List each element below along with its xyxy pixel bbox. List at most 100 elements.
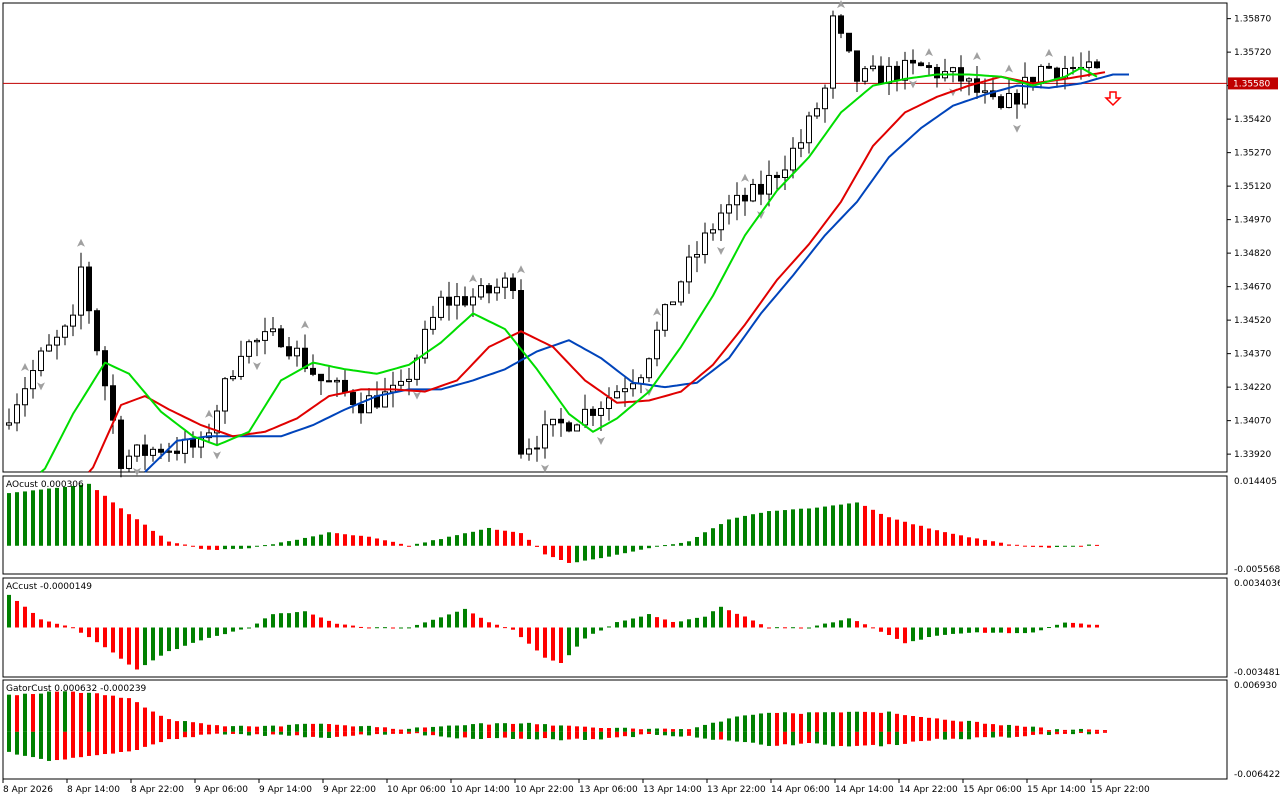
gator-down-bar xyxy=(903,731,907,744)
gator-down-bar xyxy=(519,731,523,739)
histogram-bar xyxy=(247,627,251,629)
gator-up-bar xyxy=(679,729,683,732)
gator-up-bar xyxy=(1063,729,1067,732)
candle-down-body xyxy=(1094,61,1100,69)
gator-down-bar xyxy=(79,731,83,758)
histogram-bar xyxy=(871,627,875,629)
histogram-bar xyxy=(255,623,259,628)
gator-down-bar xyxy=(143,731,147,747)
histogram-bar xyxy=(1031,545,1035,547)
histogram-bar xyxy=(503,627,507,629)
gator-up-bar xyxy=(591,727,595,732)
candle xyxy=(750,178,756,203)
gator-down-bar xyxy=(167,731,171,740)
gator-down-bar xyxy=(935,731,939,739)
candle-down-body xyxy=(774,174,780,178)
candle xyxy=(614,385,620,399)
histogram-bar xyxy=(583,545,587,561)
histogram-bar xyxy=(727,519,731,546)
candle xyxy=(678,280,684,306)
gator-down-bar xyxy=(119,731,123,752)
gator-up-bar xyxy=(359,726,363,732)
gator-down-bar xyxy=(447,731,451,738)
histogram-bar xyxy=(543,627,547,658)
candle-up-body xyxy=(614,391,620,399)
histogram-bar xyxy=(831,505,835,546)
histogram-bar xyxy=(367,627,371,629)
candle-up-body xyxy=(686,256,692,283)
gator-down-bar xyxy=(7,731,11,752)
gator-down-bar xyxy=(695,731,699,738)
gator-down-bar xyxy=(887,731,891,745)
gator-up-bar xyxy=(463,725,467,732)
histogram-bar xyxy=(383,627,387,629)
histogram-bar xyxy=(599,545,603,559)
gator-down-bar xyxy=(863,731,867,746)
gator-up-bar xyxy=(767,712,771,732)
gator-down-bar xyxy=(567,731,571,740)
histogram-bar xyxy=(927,627,931,638)
histogram-bar xyxy=(191,545,195,547)
candle xyxy=(198,431,204,459)
gator-up-bar xyxy=(367,725,371,732)
histogram-bar xyxy=(127,627,131,665)
gator-down-bar xyxy=(759,731,763,745)
histogram-bar xyxy=(71,627,75,629)
histogram-bar xyxy=(447,614,451,628)
fractal-up-icon xyxy=(741,173,749,182)
candle-up-body xyxy=(126,455,132,469)
candle-up-body xyxy=(630,383,636,390)
candle-up-body xyxy=(294,347,300,357)
histogram-bar xyxy=(535,545,539,547)
histogram-bar xyxy=(999,627,1003,633)
gator-down-bar xyxy=(711,731,715,740)
candle-up-body xyxy=(622,388,628,393)
histogram-bar xyxy=(759,512,763,546)
gator-up-bar xyxy=(119,697,123,732)
candle-up-body xyxy=(982,90,988,93)
gator-up-bar xyxy=(871,712,875,732)
gator-down-bar xyxy=(159,731,163,743)
histogram-bar xyxy=(151,530,155,546)
gator-up-bar xyxy=(575,726,579,732)
candle-down-body xyxy=(86,266,92,312)
histogram-bar xyxy=(943,627,947,635)
gator-down-bar xyxy=(639,731,643,735)
gator-up-bar xyxy=(1047,730,1051,732)
gator-up-bar xyxy=(631,728,635,732)
candle xyxy=(710,223,716,241)
gator-up-bar xyxy=(1087,729,1091,732)
gator-down-bar xyxy=(15,731,19,755)
candle-down-body xyxy=(302,347,308,369)
gator-down-bar xyxy=(239,731,243,735)
histogram-bar xyxy=(959,535,963,546)
histogram-bar xyxy=(599,627,603,631)
histogram-bar xyxy=(879,513,883,546)
fractal-up-icon xyxy=(469,274,477,283)
gator-down-bar xyxy=(583,731,587,740)
gator-down-bar xyxy=(703,731,707,739)
gator-down-bar xyxy=(783,731,787,745)
ac-histogram xyxy=(7,594,1099,670)
histogram-bar xyxy=(719,606,723,628)
ao-histogram-label: AOcust 0.000306 xyxy=(6,480,84,490)
gator-down-bar xyxy=(135,731,139,751)
gator-down-bar xyxy=(399,731,403,734)
gator-down-bar xyxy=(807,731,811,744)
histogram-bar xyxy=(135,519,139,546)
gator-up-bar xyxy=(615,727,619,732)
histogram-bar xyxy=(327,532,331,546)
gator-down-bar xyxy=(39,731,43,759)
gator-up-bar xyxy=(479,723,483,732)
candle-down-body xyxy=(1046,65,1052,69)
gator-down-bar xyxy=(271,731,275,735)
gator-up-bar xyxy=(807,712,811,732)
candle xyxy=(134,444,140,462)
candle-up-body xyxy=(950,67,956,73)
histogram-bar xyxy=(911,627,915,642)
candle-up-body xyxy=(54,336,60,346)
histogram-bar xyxy=(1071,622,1075,628)
candle xyxy=(526,438,532,461)
candle-down-body xyxy=(878,65,884,84)
